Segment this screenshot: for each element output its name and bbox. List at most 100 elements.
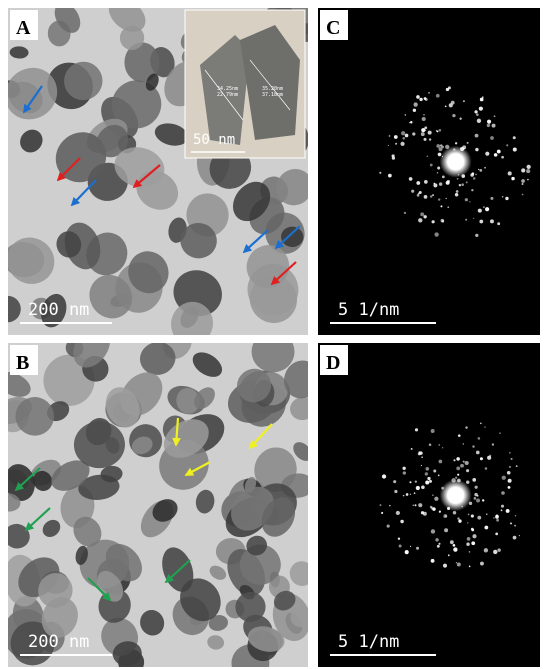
diffraction-spot xyxy=(430,195,432,197)
diffraction-spot xyxy=(509,452,510,453)
diffraction-spot xyxy=(465,461,469,465)
diffraction-spot xyxy=(434,497,438,501)
diffraction-spot xyxy=(448,554,450,556)
diffraction-spot xyxy=(429,443,432,446)
diffraction-spot xyxy=(388,174,392,178)
particle xyxy=(251,331,294,373)
scale-bar-label: 5 1/nm xyxy=(338,632,399,652)
diffraction-spot xyxy=(469,566,471,568)
diffraction-spot xyxy=(483,206,485,208)
diffraction-spot xyxy=(434,232,438,236)
diffraction-spot xyxy=(428,131,432,135)
diffraction-spot xyxy=(421,456,423,458)
diffraction-spot xyxy=(413,505,414,506)
diffraction-spot xyxy=(493,517,494,518)
diffraction-spot xyxy=(501,505,504,508)
diffraction-spot xyxy=(469,201,470,202)
diffraction-spot xyxy=(445,105,447,107)
diffraction-spot xyxy=(418,218,422,222)
diffraction-spot xyxy=(508,479,512,483)
diffraction-spot xyxy=(490,219,494,223)
diffraction-spot xyxy=(425,467,429,471)
diffraction-spot xyxy=(413,109,416,112)
diffraction-spot xyxy=(478,209,482,213)
diffraction-spot xyxy=(416,181,420,185)
diffraction-spot xyxy=(389,505,390,506)
diffraction-spot xyxy=(423,512,427,516)
diffraction-spot xyxy=(501,156,504,159)
diffraction-spot xyxy=(435,538,438,541)
diffraction-spot xyxy=(440,205,442,207)
diffraction-spot xyxy=(442,175,445,178)
diffraction-spot xyxy=(510,522,512,524)
diffraction-spot xyxy=(433,183,437,187)
diffraction-spot xyxy=(424,126,427,129)
diffraction-spot xyxy=(484,167,486,169)
diffraction-spot xyxy=(438,444,440,446)
diffraction-spot xyxy=(438,474,440,476)
diffraction-spot xyxy=(409,481,411,483)
diffraction-spot xyxy=(505,197,508,200)
diffraction-spot xyxy=(445,198,446,199)
diffraction-spot xyxy=(456,190,459,193)
diffraction-spot xyxy=(466,181,468,183)
diffraction-spot xyxy=(431,429,435,433)
diffraction-spot xyxy=(514,525,516,527)
diffraction-spot xyxy=(410,546,411,547)
diffraction-spot xyxy=(396,511,400,515)
diffraction-spot xyxy=(492,124,496,128)
diffraction-spot xyxy=(458,519,461,522)
diffraction-spot xyxy=(480,98,484,102)
panel-label: D xyxy=(326,352,340,374)
panel: A200 nm34.25nm22.79nm35.20nm37.18nm50 nm xyxy=(0,0,323,351)
diffraction-spot xyxy=(502,476,506,480)
diffraction-spot xyxy=(453,547,457,551)
diffraction-spot xyxy=(415,428,418,431)
diffraction-spot xyxy=(478,437,481,440)
diffraction-spot xyxy=(460,464,464,468)
diffraction-spot xyxy=(447,180,450,183)
diffraction-spot xyxy=(493,550,497,554)
diffraction-spot xyxy=(467,522,468,523)
diffraction-spot xyxy=(527,165,531,169)
diffraction-spot xyxy=(399,544,402,547)
diffraction-spot xyxy=(410,121,413,124)
diffraction-spot xyxy=(430,164,433,167)
background xyxy=(318,343,540,667)
diffraction-spot xyxy=(443,564,447,568)
diffraction-spot xyxy=(482,96,484,98)
diffraction-spot xyxy=(513,148,517,152)
diffraction-spot xyxy=(428,92,430,94)
diffraction-spot xyxy=(403,495,405,497)
diffraction-spot xyxy=(431,529,435,533)
diffraction-spot xyxy=(495,515,499,519)
diffraction-spot xyxy=(438,129,441,132)
diffraction-spot xyxy=(506,144,508,146)
diffraction-spot xyxy=(511,458,513,460)
diffraction-spot xyxy=(443,514,447,518)
inset-scale-label: 50 nm xyxy=(193,132,235,148)
diffraction-spot xyxy=(388,145,389,146)
diffraction-spot xyxy=(463,443,465,445)
diffraction-spot xyxy=(467,537,471,541)
diffraction-spot xyxy=(513,536,517,540)
diffraction-spot xyxy=(474,493,477,496)
diffraction-spot xyxy=(423,215,426,218)
diffraction-spot xyxy=(480,562,484,566)
diffraction-spot xyxy=(416,95,420,99)
diffraction-spot xyxy=(519,535,520,536)
diffraction-spot xyxy=(476,113,479,116)
diffraction-spot xyxy=(457,517,459,519)
diffraction-spot xyxy=(451,101,455,105)
diffraction-spot xyxy=(404,212,406,214)
diffraction-spot xyxy=(508,171,512,175)
diffraction-spot xyxy=(475,174,476,175)
diffraction-spot xyxy=(476,451,480,455)
diffraction-spot xyxy=(420,212,424,216)
diffraction-spot xyxy=(521,168,525,172)
diffraction-spot xyxy=(472,534,476,538)
diffraction-spot xyxy=(455,142,457,144)
diffraction-spot xyxy=(409,177,413,181)
page: A200 nm34.25nm22.79nm35.20nm37.18nm50 nm… xyxy=(0,0,547,669)
diffraction-spot xyxy=(437,172,438,173)
